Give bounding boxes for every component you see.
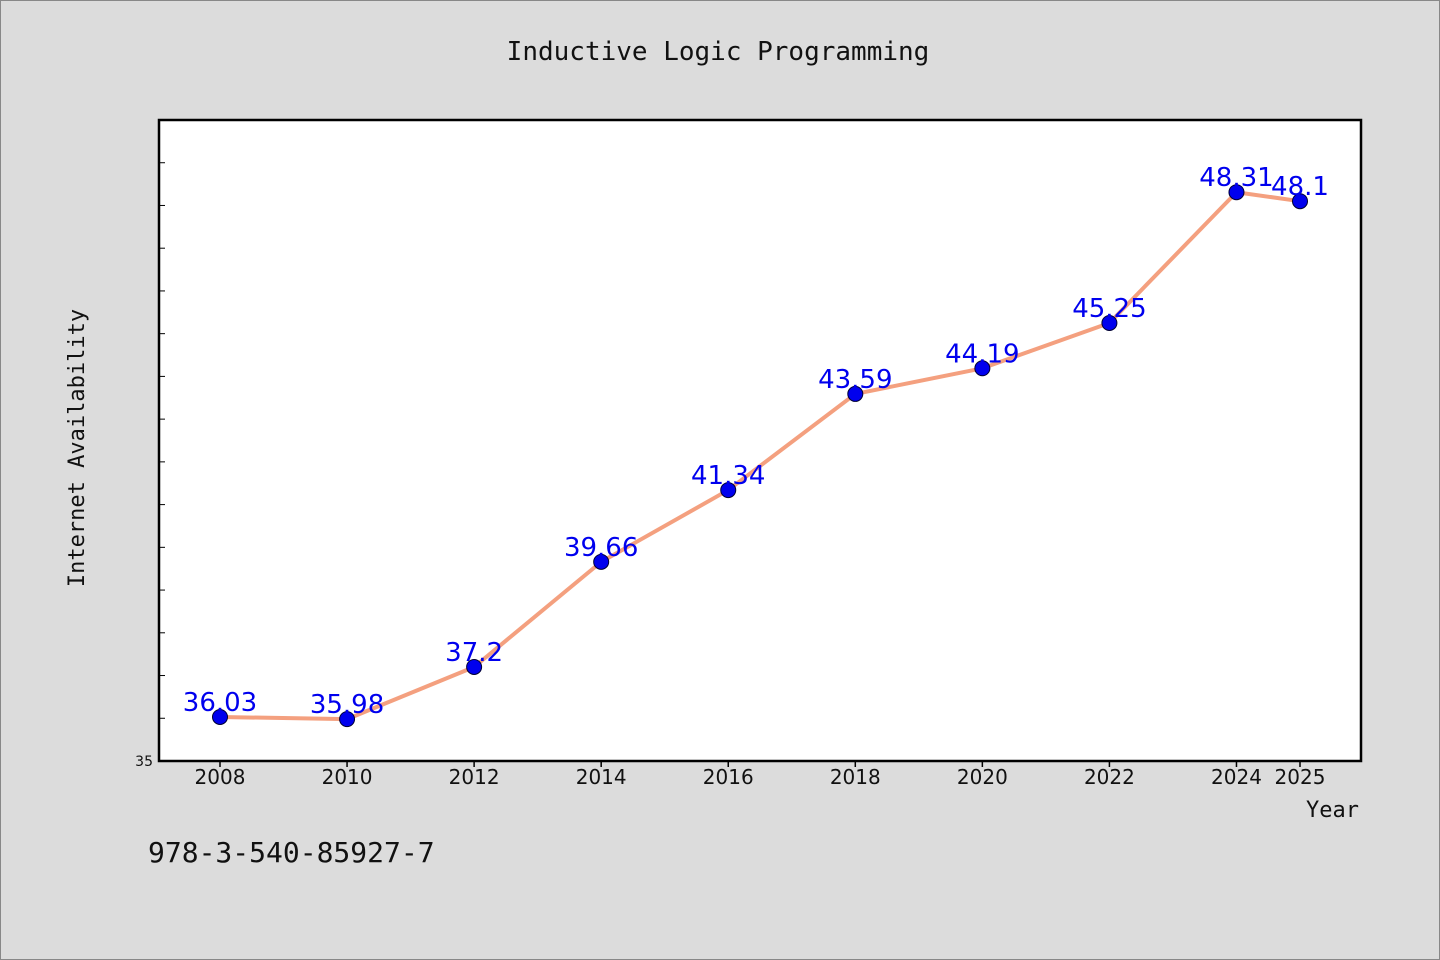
data-label-2024: 48.31 (1199, 163, 1273, 193)
footnote: 978-3-540-85927-7 (148, 836, 435, 869)
data-label-2020: 44.19 (945, 339, 1019, 369)
x-tick-label-2025: 2025 (1275, 765, 1326, 789)
data-label-2008: 36.03 (183, 688, 257, 718)
data-markers (212, 184, 1308, 728)
x-axis-ticks: 2008 2010 2012 2014 2016 2018 2020 2022 2024 2025 (195, 761, 1326, 789)
data-labels: 36.03 35.98 37.2 39.66 41.34 43.59 44.19 45.25 4… (183, 163, 1329, 720)
y-axis-label: Internet Availability (65, 309, 90, 587)
data-point-2018 (847, 385, 864, 402)
data-point-2020 (974, 360, 991, 377)
data-point-2022 (1101, 314, 1118, 331)
data-point-2012 (466, 658, 483, 675)
data-label-2010: 35.98 (310, 690, 384, 720)
x-tick-label-2018: 2018 (830, 765, 881, 789)
x-tick-label-2012: 2012 (449, 765, 500, 789)
x-tick-label-2014: 2014 (576, 765, 627, 789)
series-line (218, 190, 1302, 722)
data-point-2025 (1292, 193, 1308, 210)
data-label-2018: 43.59 (818, 365, 892, 395)
y-axis-ticks (159, 162, 165, 719)
data-point-2014 (593, 553, 610, 570)
data-label-2016: 41.34 (691, 461, 765, 491)
data-label-2022: 45.25 (1072, 294, 1146, 324)
data-point-2016 (720, 482, 737, 499)
x-tick-label-2024: 2024 (1211, 765, 1262, 789)
data-label-2025: 48.1 (1271, 172, 1329, 202)
data-point-2008 (212, 708, 228, 725)
data-label-2014: 39.66 (564, 533, 638, 563)
x-tick-label-2016: 2016 (703, 765, 754, 789)
plot-area (157, 118, 1363, 763)
y-tick-label-35: 35 (135, 754, 153, 770)
data-point-2010 (339, 711, 356, 728)
data-label-2012: 37.2 (445, 638, 503, 668)
x-tick-label-2010: 2010 (322, 765, 373, 789)
x-tick-label-2008: 2008 (195, 765, 246, 789)
x-tick-label-2020: 2020 (957, 765, 1008, 789)
x-tick-label-2022: 2022 (1084, 765, 1135, 789)
chart-title: Inductive Logic Programming (507, 37, 930, 67)
data-point-2024 (1228, 184, 1245, 201)
x-axis-label: Year (1306, 798, 1359, 823)
